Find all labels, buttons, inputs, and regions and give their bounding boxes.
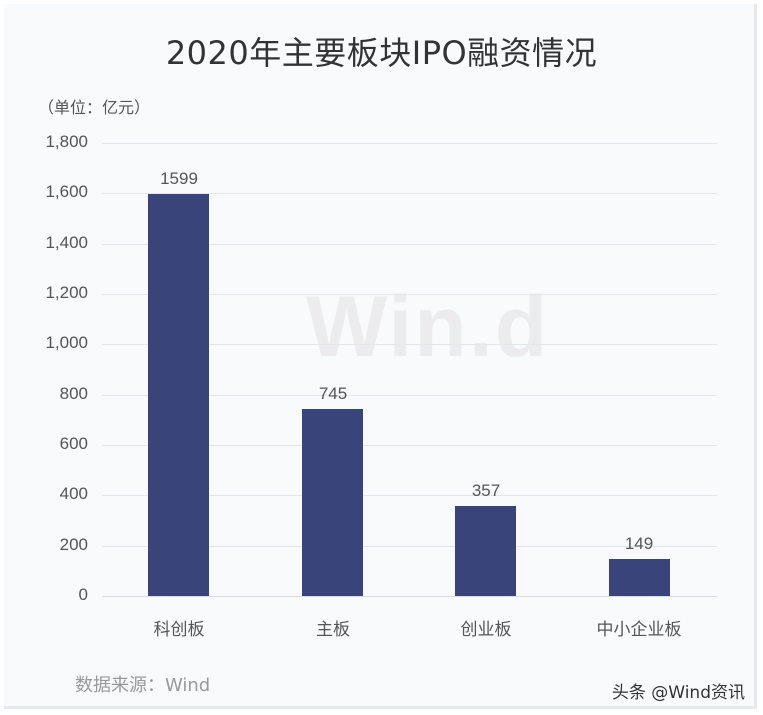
gridline — [102, 344, 717, 345]
unit-label: （单位：亿元） — [38, 98, 151, 117]
gridline — [102, 445, 717, 446]
bar-value-label: 745 — [318, 384, 348, 403]
y-tick-label: 600 — [59, 434, 88, 453]
author-credit: 头条 @Wind资讯 — [611, 683, 745, 703]
bar-value-label: 357 — [471, 481, 501, 500]
bar-value-label: 1599 — [160, 169, 198, 188]
x-category-label: 创业板 — [460, 620, 512, 640]
y-tick-label: 1,000 — [45, 333, 88, 352]
y-tick-label: 1,400 — [45, 233, 88, 252]
y-tick-label: 800 — [59, 384, 88, 403]
gridline — [102, 495, 717, 496]
bar — [609, 559, 670, 596]
y-tick-label: 0 — [78, 585, 88, 604]
bar — [148, 194, 209, 596]
bar — [455, 506, 516, 596]
gridline — [102, 395, 717, 396]
y-tick-label: 1,800 — [45, 132, 88, 151]
y-tick-label: 1,600 — [45, 182, 88, 201]
y-tick-label: 200 — [59, 535, 88, 554]
x-category-label: 科创板 — [153, 620, 205, 640]
data-source: 数据来源：Wind — [75, 675, 211, 696]
gridline — [102, 193, 717, 194]
gridline — [102, 546, 717, 547]
gridline — [102, 244, 717, 245]
wind-watermark: Win.d — [306, 279, 550, 375]
gridline — [102, 143, 717, 144]
bar — [302, 409, 363, 596]
x-category-label: 主板 — [316, 620, 350, 640]
y-tick-label: 400 — [59, 484, 88, 503]
bar-value-label: 149 — [624, 534, 654, 553]
chart-title: 2020年主要板块IPO融资情况 — [165, 34, 598, 72]
gridline — [102, 596, 717, 597]
x-category-label: 中小企业板 — [596, 620, 682, 640]
y-tick-label: 1,200 — [45, 283, 88, 302]
gridline — [102, 294, 717, 295]
